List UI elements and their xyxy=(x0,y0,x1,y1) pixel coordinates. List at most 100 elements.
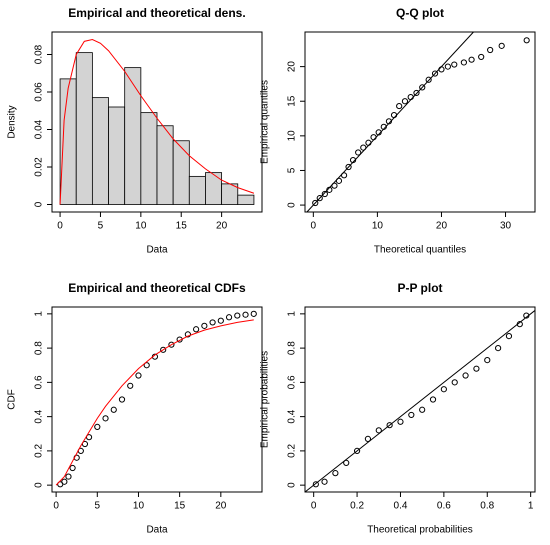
x-tick-label: 20 xyxy=(216,221,228,232)
point xyxy=(209,319,216,326)
point xyxy=(408,411,415,419)
theoretical-curve xyxy=(55,319,254,486)
point xyxy=(386,422,393,429)
point xyxy=(468,56,475,63)
point xyxy=(69,464,76,472)
point xyxy=(217,317,224,324)
point xyxy=(160,346,167,353)
point xyxy=(370,134,377,141)
point xyxy=(61,478,68,485)
bar xyxy=(75,52,93,205)
reference-line xyxy=(306,31,474,213)
x-tick-label: 0 xyxy=(53,501,59,512)
point xyxy=(397,418,404,425)
x-tick-label: 0 xyxy=(311,221,317,232)
point xyxy=(401,98,409,105)
y-tick-label: 0.8 xyxy=(34,341,45,355)
plot-frame xyxy=(304,306,536,493)
x-axis-label: Data xyxy=(146,245,168,256)
point xyxy=(438,66,445,73)
point xyxy=(110,406,117,413)
x-axis-label: Theoretical quantiles xyxy=(374,245,466,256)
x-tick-label: 10 xyxy=(133,501,145,512)
bar xyxy=(108,106,126,205)
y-tick-label: 0.8 xyxy=(287,341,298,355)
bar xyxy=(59,78,77,205)
x-tick-label: 20 xyxy=(215,501,227,512)
x-tick-label: 1 xyxy=(528,501,534,512)
panel: Q-Q plot Theoretical quantiles Empirical q… xyxy=(260,6,536,256)
point xyxy=(335,177,343,184)
point xyxy=(425,76,432,83)
y-tick-label: 0.06 xyxy=(34,82,45,102)
point xyxy=(168,341,175,348)
x-tick-label: 30 xyxy=(500,221,512,232)
point xyxy=(332,470,339,477)
point xyxy=(419,84,426,91)
x-tick-label: 0 xyxy=(311,501,317,512)
point xyxy=(390,111,398,119)
point xyxy=(360,144,367,151)
point xyxy=(321,478,328,485)
point xyxy=(385,118,393,125)
point xyxy=(444,63,451,70)
point xyxy=(326,186,333,193)
y-tick-label: 0.2 xyxy=(34,444,45,458)
point xyxy=(343,459,350,466)
plot-frame xyxy=(51,31,263,213)
x-tick-label: 10 xyxy=(135,221,147,232)
point xyxy=(478,53,485,61)
y-axis-label: CDF xyxy=(7,389,18,410)
plot-frame xyxy=(51,306,263,493)
bar xyxy=(188,175,206,205)
point xyxy=(451,379,458,386)
point xyxy=(340,172,348,179)
point xyxy=(407,93,414,101)
y-tick-label: 0 xyxy=(287,202,298,208)
point xyxy=(127,382,134,389)
point xyxy=(380,123,387,130)
y-tick-label: 0.4 xyxy=(34,409,45,423)
point xyxy=(193,326,200,333)
point xyxy=(375,129,382,136)
y-tick-label: 0.2 xyxy=(287,444,298,458)
chart-title: Q-Q plot xyxy=(396,6,444,20)
point xyxy=(375,427,382,434)
point xyxy=(498,42,505,49)
point xyxy=(364,435,372,442)
point xyxy=(353,447,361,454)
point xyxy=(316,195,323,202)
point xyxy=(413,89,420,97)
point xyxy=(143,362,150,369)
y-tick-label: 10 xyxy=(287,130,298,142)
point xyxy=(331,182,338,189)
y-axis-label: Density xyxy=(7,105,18,138)
x-tick-label: 5 xyxy=(95,501,101,512)
y-tick-label: 0.6 xyxy=(34,375,45,389)
point xyxy=(429,396,437,403)
x-tick-label: 5 xyxy=(98,221,104,232)
bar xyxy=(91,97,109,205)
x-tick-label: 10 xyxy=(372,221,384,232)
x-tick-label: 0.8 xyxy=(480,501,494,512)
point xyxy=(419,406,426,413)
point xyxy=(487,46,494,54)
point xyxy=(523,312,530,319)
x-tick-label: 15 xyxy=(176,221,188,232)
point xyxy=(345,163,352,171)
chart-title: Empirical and theoretical CDFs xyxy=(68,281,246,295)
y-tick-label: 1 xyxy=(287,311,298,317)
point xyxy=(495,345,502,352)
bar xyxy=(124,67,142,205)
x-tick-label: 0.4 xyxy=(394,501,408,512)
x-axis-label: Theoretical probabilities xyxy=(367,525,473,536)
panel: Empirical and theoretical CDFs Data CDF 0 5 1… xyxy=(7,281,263,536)
point xyxy=(462,372,469,379)
x-axis-label: Data xyxy=(146,525,168,536)
point xyxy=(102,415,109,422)
x-tick-label: 15 xyxy=(174,501,186,512)
point xyxy=(118,396,126,403)
chart-title: Empirical and theoretical dens. xyxy=(68,6,245,20)
point xyxy=(65,473,72,480)
